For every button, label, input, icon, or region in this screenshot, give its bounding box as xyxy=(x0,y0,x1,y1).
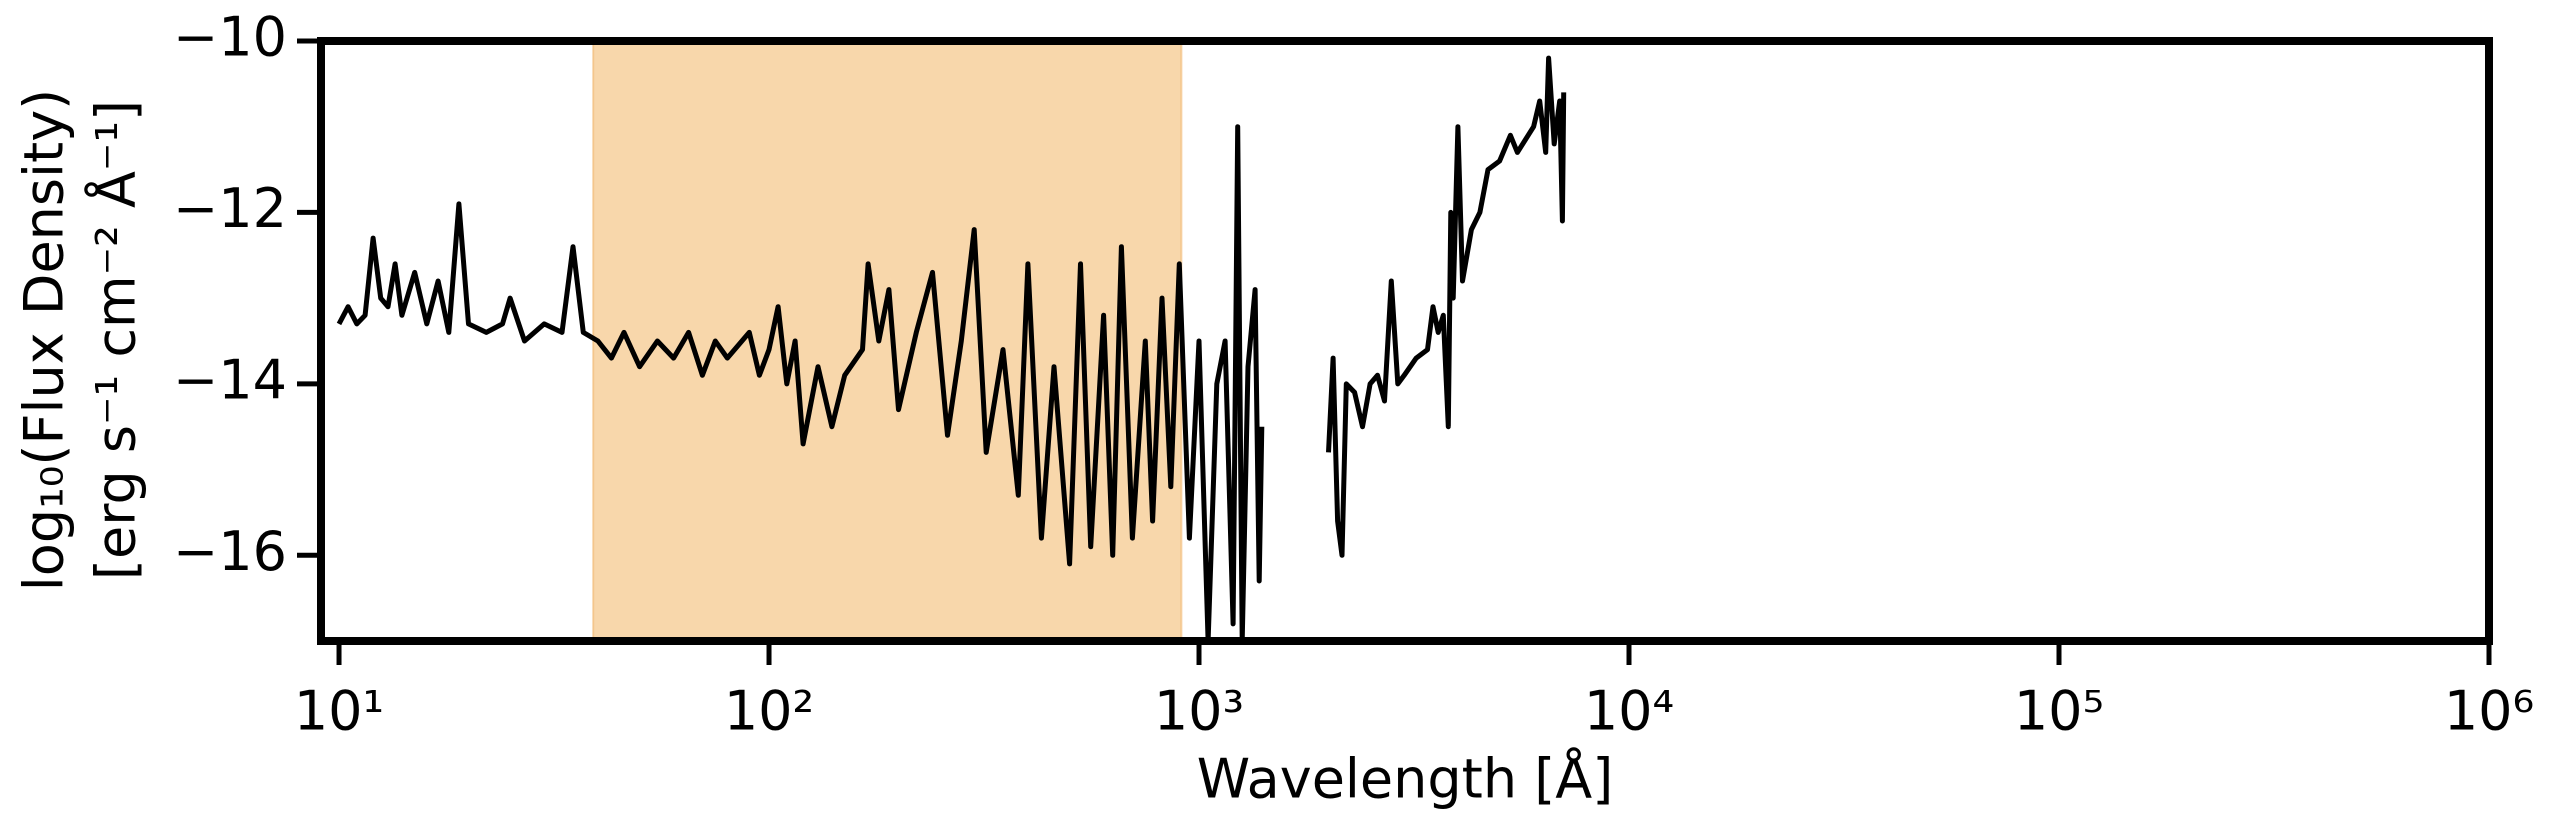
y-axis-label: log₁₀(Flux Density) xyxy=(13,89,76,591)
x-axis-label: Wavelength [Å] xyxy=(1197,747,1614,811)
y-tick-label: −12 xyxy=(173,177,287,240)
x-tick-label: 10¹ xyxy=(294,680,384,743)
x-tick-label: 10³ xyxy=(1154,680,1244,743)
axes-layer: 10¹ 10² 10³ 10⁴ 10⁵ 10⁶ −10 −12 −14 −16 xyxy=(173,6,2534,743)
y-tick-label: −16 xyxy=(173,520,287,583)
y-tick-label: −14 xyxy=(173,348,287,411)
x-tick-label: 10⁵ xyxy=(2014,680,2104,743)
x-tick-label: 10⁴ xyxy=(1584,680,1674,743)
y-axis-label: [erg s⁻¹ cm⁻² Å⁻¹] xyxy=(84,100,148,580)
plot-frame xyxy=(317,37,2493,645)
line-layer xyxy=(336,55,1567,641)
y-tick-label: −10 xyxy=(173,6,287,69)
spectrum-line xyxy=(336,55,1567,641)
x-tick-label: 10² xyxy=(724,680,814,743)
x-tick-label: 10⁶ xyxy=(2444,680,2534,743)
